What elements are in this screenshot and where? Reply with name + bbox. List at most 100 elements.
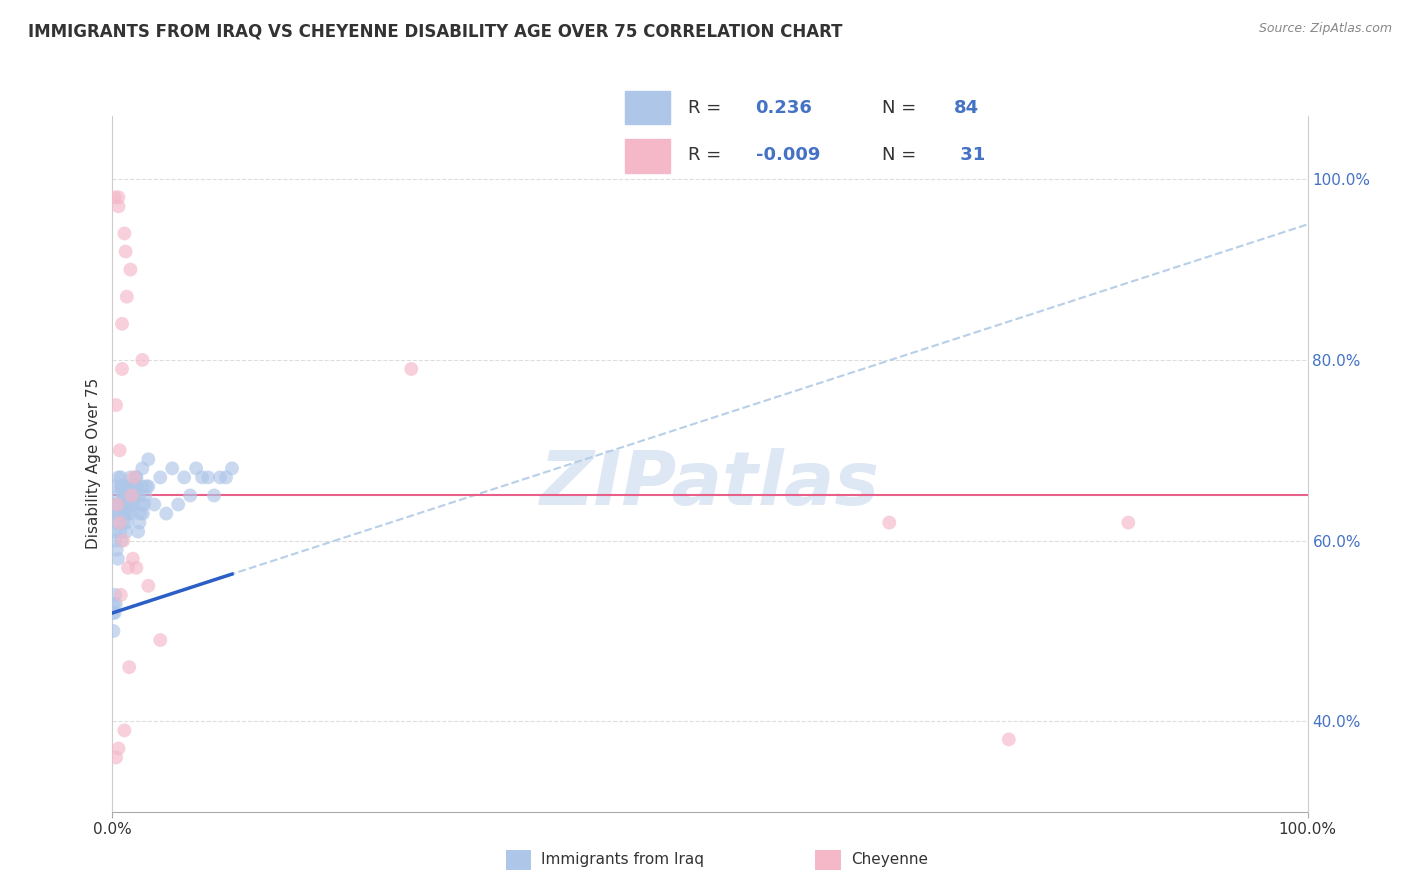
Point xyxy=(111,507,134,521)
Point xyxy=(120,262,142,277)
Point xyxy=(101,606,124,620)
Point xyxy=(103,624,125,638)
Point xyxy=(103,524,125,539)
Point xyxy=(125,479,148,493)
Point xyxy=(114,507,136,521)
Point xyxy=(104,597,127,611)
Point xyxy=(104,606,127,620)
Text: ZIPatlas: ZIPatlas xyxy=(540,448,880,521)
Point xyxy=(129,507,152,521)
Point xyxy=(191,470,214,484)
Bar xyxy=(626,91,671,124)
Point xyxy=(114,488,135,502)
Point xyxy=(121,488,143,502)
Point xyxy=(107,190,129,204)
Point xyxy=(107,488,129,502)
Point xyxy=(117,516,139,530)
Point xyxy=(121,498,143,512)
Point xyxy=(117,479,139,493)
Point xyxy=(118,660,141,674)
Point xyxy=(114,244,136,259)
Text: R =: R = xyxy=(688,99,727,117)
Point xyxy=(112,507,135,521)
Point xyxy=(108,516,131,530)
Point xyxy=(110,470,132,484)
Point xyxy=(111,317,134,331)
Point xyxy=(108,516,131,530)
Point xyxy=(128,516,150,530)
Point xyxy=(104,588,127,602)
Point xyxy=(105,498,128,512)
Point xyxy=(111,479,134,493)
Point xyxy=(124,479,146,493)
Point xyxy=(110,588,132,602)
Point xyxy=(132,507,155,521)
Point xyxy=(138,579,160,593)
Point xyxy=(105,542,128,557)
Point xyxy=(120,479,142,493)
Point xyxy=(104,516,127,530)
Point xyxy=(117,507,139,521)
Point xyxy=(114,227,135,241)
Point xyxy=(138,452,160,467)
Point xyxy=(110,533,132,548)
Point xyxy=(215,470,238,484)
Point xyxy=(108,498,131,512)
Point xyxy=(117,560,139,574)
Point xyxy=(122,479,145,493)
Point xyxy=(138,479,160,493)
Y-axis label: Disability Age Over 75: Disability Age Over 75 xyxy=(86,378,101,549)
Point xyxy=(1116,516,1139,530)
Text: Source: ZipAtlas.com: Source: ZipAtlas.com xyxy=(1258,22,1392,36)
Point xyxy=(131,498,153,512)
Point xyxy=(131,353,153,368)
Point xyxy=(104,479,127,493)
Point xyxy=(110,479,132,493)
Point xyxy=(122,488,145,502)
Point xyxy=(105,498,128,512)
Point xyxy=(111,479,134,493)
Point xyxy=(121,488,143,502)
Point xyxy=(128,488,150,502)
Point xyxy=(202,488,225,502)
Point xyxy=(107,470,129,484)
Point xyxy=(121,498,143,512)
Point xyxy=(105,498,128,512)
Point xyxy=(104,533,127,548)
Text: N =: N = xyxy=(882,146,921,164)
Point xyxy=(131,461,153,475)
Text: R =: R = xyxy=(688,146,727,164)
Point xyxy=(221,461,243,475)
Point xyxy=(115,488,138,502)
Point xyxy=(107,551,129,566)
Point xyxy=(208,470,231,484)
Point xyxy=(149,633,172,648)
Point xyxy=(114,488,135,502)
Point xyxy=(114,723,135,738)
Point xyxy=(134,498,156,512)
Text: Cheyenne: Cheyenne xyxy=(851,853,928,867)
Point xyxy=(105,507,128,521)
Point xyxy=(179,488,201,502)
Point xyxy=(105,398,128,412)
Point xyxy=(112,488,135,502)
Text: 84: 84 xyxy=(953,99,979,117)
Point xyxy=(112,533,135,548)
Point xyxy=(103,597,125,611)
Point xyxy=(134,488,156,502)
Point xyxy=(167,498,190,512)
Point xyxy=(149,470,172,484)
Point xyxy=(125,560,148,574)
Point xyxy=(125,470,148,484)
Point xyxy=(125,470,148,484)
Point xyxy=(131,479,153,493)
Point xyxy=(108,443,131,458)
Point xyxy=(104,190,127,204)
Point xyxy=(121,551,143,566)
Point xyxy=(998,732,1021,747)
Point xyxy=(173,470,195,484)
Point xyxy=(105,507,128,521)
Text: Immigrants from Iraq: Immigrants from Iraq xyxy=(541,853,704,867)
Point xyxy=(162,461,183,475)
Text: 0.236: 0.236 xyxy=(755,99,813,117)
